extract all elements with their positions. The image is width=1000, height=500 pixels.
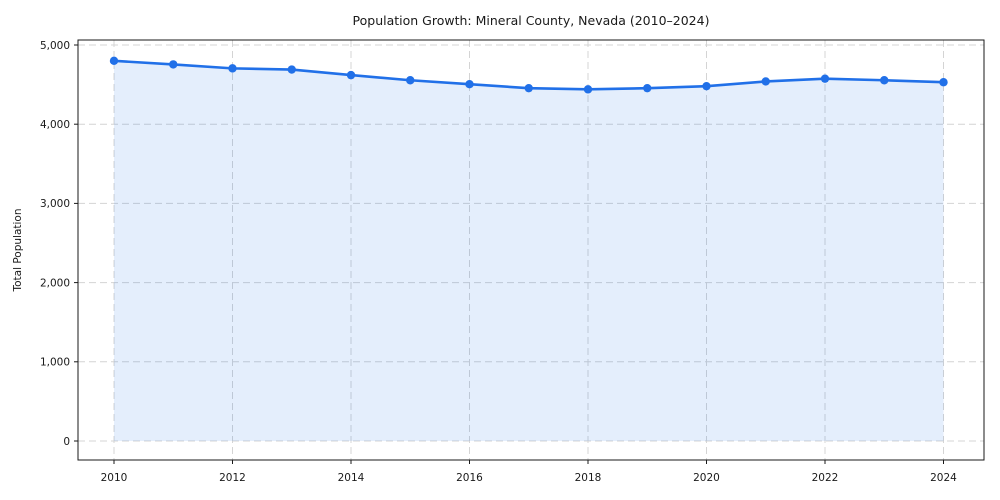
x-tick-label: 2024 — [930, 472, 957, 484]
data-point-marker — [465, 80, 474, 89]
data-point-marker — [109, 56, 119, 66]
x-tick-label: 2018 — [575, 472, 602, 484]
x-tick-label: 2010 — [101, 472, 128, 484]
y-tick-label: 1,000 — [40, 357, 70, 369]
y-tick-label: 3,000 — [40, 198, 70, 210]
data-point-marker — [702, 81, 711, 91]
x-tick-label: 2014 — [338, 472, 365, 484]
data-point-marker — [583, 85, 593, 94]
x-tick-label: 2020 — [693, 472, 720, 484]
data-point-marker — [939, 78, 948, 87]
data-point-marker — [169, 60, 178, 69]
data-point-marker — [287, 65, 296, 74]
data-point-marker — [346, 70, 356, 80]
data-point-marker — [406, 76, 415, 85]
data-point-marker — [761, 77, 770, 86]
x-tick-label: 2022 — [812, 472, 839, 484]
x-tick-label: 2012 — [219, 472, 246, 484]
data-point-marker — [880, 76, 889, 85]
y-tick-label: 2,000 — [40, 277, 70, 289]
x-tick-label: 2016 — [456, 472, 483, 484]
y-tick-label: 4,000 — [40, 119, 70, 131]
data-point-marker — [820, 74, 830, 83]
y-tick-label: 5,000 — [40, 40, 70, 52]
chart-title: Population Growth: Mineral County, Nevad… — [352, 13, 710, 28]
plot-border — [77, 39, 985, 461]
data-point-marker — [524, 83, 533, 93]
y-tick-label: 0 — [63, 436, 70, 448]
series-area-fill — [114, 60, 944, 442]
data-point-marker — [643, 83, 652, 93]
data-point-marker — [228, 64, 237, 73]
